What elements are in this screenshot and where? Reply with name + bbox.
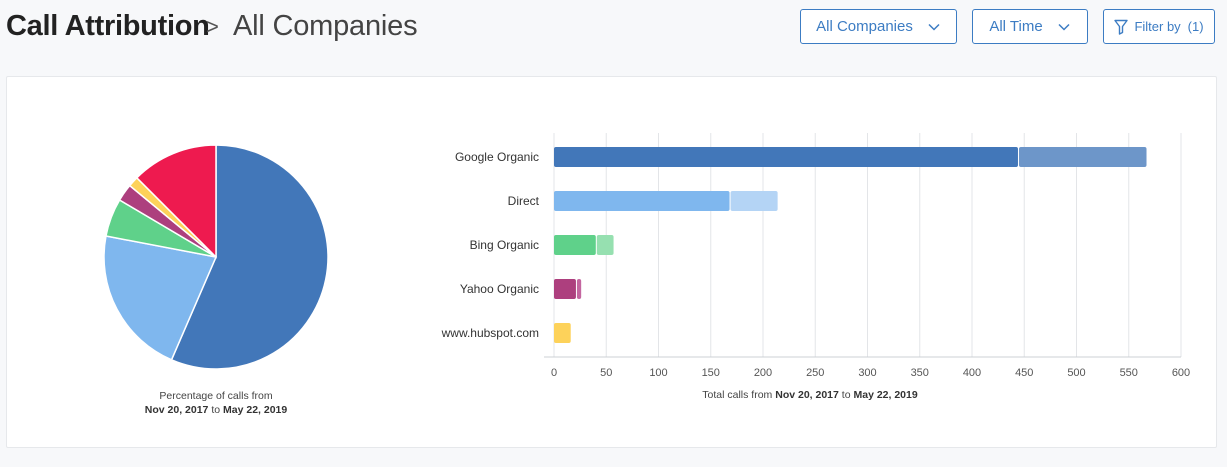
filter-count-badge: (1) [1187,19,1204,34]
pie-caption-line1: Percentage of calls from [159,390,273,402]
bar-caption-prefix: Total calls from [702,389,773,401]
chevron-down-icon [928,23,940,31]
breadcrumb-separator: > [206,14,219,39]
funnel-icon [1114,19,1129,35]
pie-caption-range: Nov 20, 2017 to May 22, 2019 [96,403,336,417]
bar-caption-to: to [841,389,851,401]
chevron-down-icon [1058,23,1070,31]
filter-by-label: Filter by [1134,19,1181,34]
page-header: Call Attribution > All Companies All Com… [0,0,1227,60]
bar-caption-date-from: Nov 20, 2017 [775,389,839,401]
time-filter-dropdown[interactable]: All Time [972,9,1088,44]
breadcrumb-current: All Companies [233,10,418,42]
page-title: Call Attribution [6,10,210,42]
pie-caption-to: to [211,404,221,416]
pie-caption: Percentage of calls from Nov 20, 2017 to… [96,389,336,417]
pie-caption-date-from: Nov 20, 2017 [144,404,209,416]
filter-by-button[interactable]: Filter by (1) [1103,9,1215,44]
time-filter-label: All Time [989,18,1043,35]
company-filter-dropdown[interactable]: All Companies [800,9,957,44]
bar-caption: Total calls from Nov 20, 2017 to May 22,… [560,389,1060,401]
bar-caption-date-to: May 22, 2019 [853,389,918,401]
company-filter-label: All Companies [816,18,913,35]
pie-caption-date-to: May 22, 2019 [223,404,288,416]
